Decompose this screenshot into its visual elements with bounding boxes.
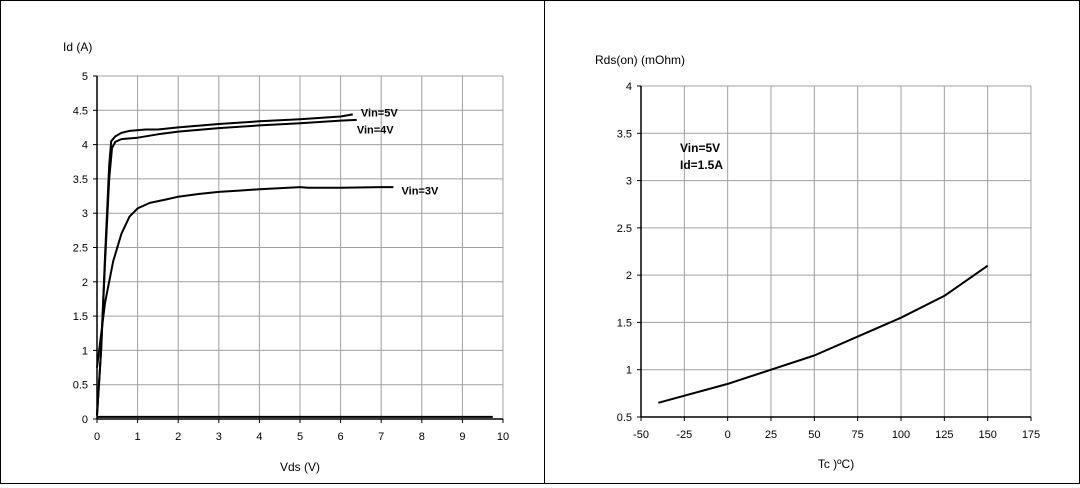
y-tick-label: 2 [626,270,632,282]
x-tick-label: 0 [94,431,100,443]
y-tick-label: 3.5 [617,128,632,140]
series-line-vin-5v [96,113,353,416]
y-tick-label: 5 [82,71,88,83]
y-tick-label: 2 [82,277,88,289]
chart-panel-id-vds: 0 1 2 3 4 5 6 7 8 9 10 0 0.5 1 1.5 2 2.5 3 3.5 4 4.5 5 Id (A) V… [0,0,545,484]
x-tick-label: 2 [175,431,181,443]
y-tick-label: 3.5 [73,174,88,186]
x-axis-title: Vds (V) [280,460,320,474]
y-tick-label: 2.5 [617,223,632,235]
x-tick-label: 4 [256,431,262,443]
y-tick-label: 1 [82,345,88,357]
y-tick-label: 0 [82,414,88,426]
condition-annotation: Vin=5V [680,141,720,155]
chart-rds-vs-temperature: -50 -25 0 25 50 75 100 125 150 175 0.5 1 1.5 2 2.5 3 3.5… [595,53,1040,471]
x-tick-label: 9 [459,431,465,443]
x-tick-label: 125 [935,429,953,441]
y-axis-title: Rds(on) (mOhm) [595,53,685,67]
x-tick-label: 5 [297,431,303,443]
y-tick-label: 4 [626,81,632,93]
x-tick-label: 7 [378,431,384,443]
x-tick-label: 100 [892,429,910,441]
y-tick-label: 1.5 [73,311,88,323]
x-tick-label: 3 [216,431,222,443]
series-line-0 [658,264,989,404]
x-tick-label: 10 [497,431,509,443]
y-tick-label: 3 [82,208,88,220]
x-axis-title: Tc )ºC) [818,457,854,471]
x-tick-label: 6 [338,431,344,443]
x-tick-label: 0 [725,429,731,441]
series-label: Vin=4V [357,125,394,137]
x-tick-label: 75 [852,429,864,441]
y-axis-title: Id (A) [63,40,92,54]
y-tick-label: 0.5 [73,380,88,392]
series-line-vin-4v [96,118,357,416]
series-label: Vin=5V [361,107,398,119]
x-tick-label: 150 [978,429,996,441]
y-tick-label: 0.5 [617,412,632,424]
x-tick-label: 1 [135,431,141,443]
x-tick-label: -50 [633,429,649,441]
x-tick-label: 175 [1022,429,1040,441]
y-tick-label: 1.5 [617,317,632,329]
series-label: Vin=3V [402,186,439,198]
y-tick-label: 3 [626,176,632,188]
condition-annotation: Id=1.5A [680,158,723,172]
x-tick-label: 25 [765,429,777,441]
x-tick-label: 8 [419,431,425,443]
x-tick-label: -25 [676,429,692,441]
series-line-vin-3v [96,186,394,368]
y-tick-label: 4 [82,140,88,152]
y-tick-label: 4.5 [73,105,88,117]
chart-id-vs-vds: 0 1 2 3 4 5 6 7 8 9 10 0 0.5 1 1.5 2 2.5 3 3.5 4 4.5 5 Id (A) V… [63,40,509,474]
y-tick-label: 2.5 [73,243,88,255]
chart-panel-rds-tc: -50 -25 0 25 50 75 100 125 150 175 0.5 1 1.5 2 2.5 3 3.5… [544,0,1080,484]
y-tick-label: 1 [626,365,632,377]
x-tick-label: 50 [808,429,820,441]
